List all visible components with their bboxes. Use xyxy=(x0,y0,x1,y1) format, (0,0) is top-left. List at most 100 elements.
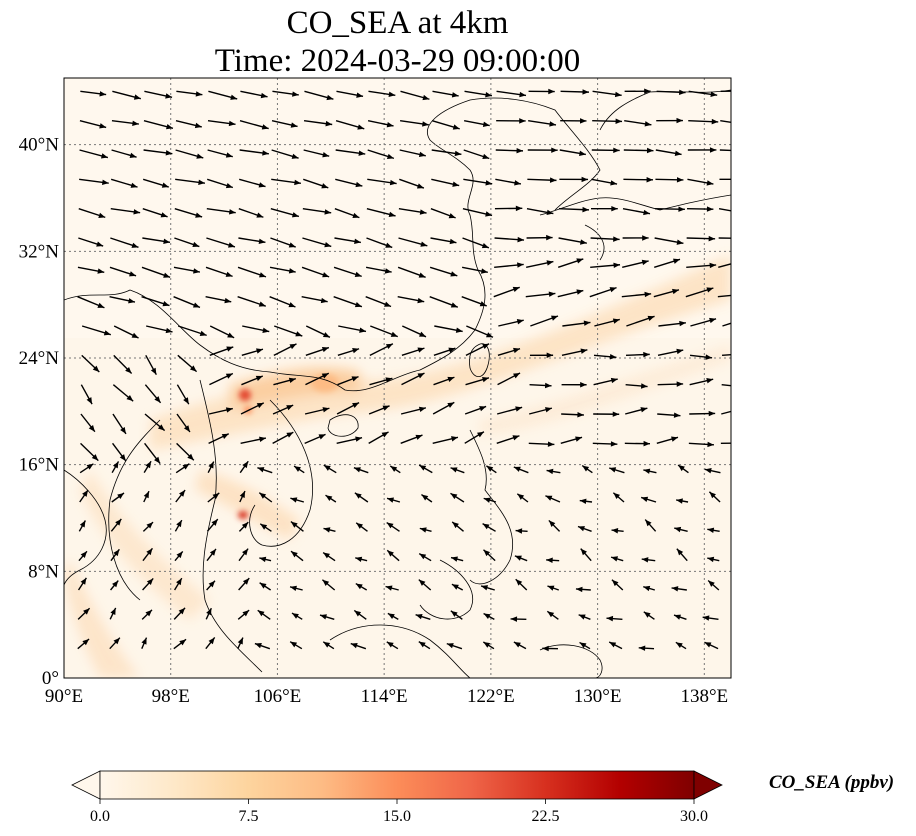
wind-arrow xyxy=(304,433,326,444)
wind-arrow xyxy=(432,90,459,98)
wind-arrow xyxy=(206,580,216,591)
wind-arrow xyxy=(325,494,337,503)
wind-arrow xyxy=(589,286,617,298)
wind-arrow xyxy=(591,147,620,154)
wind-arrow xyxy=(513,641,527,650)
wind-arrow xyxy=(289,641,303,650)
wind-arrow xyxy=(257,467,273,474)
wind-arrow xyxy=(269,266,296,274)
wind-arrow xyxy=(205,266,233,278)
wind-arrow xyxy=(143,490,150,503)
wind-arrow xyxy=(624,440,651,447)
wind-arrow xyxy=(546,610,559,620)
wind-arrow xyxy=(525,291,556,298)
wind-arrow xyxy=(272,404,294,415)
wind-arrow xyxy=(463,178,493,186)
wind-arrow xyxy=(240,402,265,415)
wind-arrow xyxy=(590,262,621,269)
wind-arrow xyxy=(707,527,720,534)
lat-tick-label: 32°N xyxy=(19,241,60,262)
wind-arrow xyxy=(493,286,520,298)
wind-arrow xyxy=(688,90,718,98)
wind-arrow xyxy=(656,436,679,445)
wind-arrow xyxy=(483,612,495,620)
wind-arrow xyxy=(495,178,522,186)
wind-arrow xyxy=(144,442,161,464)
wind-arrow xyxy=(465,376,490,386)
wind-arrow xyxy=(322,641,335,650)
wind-arrow xyxy=(686,235,716,242)
wind-arrow xyxy=(527,177,557,183)
wind-arrow xyxy=(366,237,393,249)
wind-arrow xyxy=(146,325,173,334)
wind-arrow xyxy=(720,90,731,93)
co-concentration-field xyxy=(64,78,731,678)
wind-arrow xyxy=(290,550,304,562)
wind-arrow xyxy=(397,266,426,278)
wind-arrow xyxy=(177,354,198,373)
wind-arrow xyxy=(638,645,655,651)
wind-arrow xyxy=(419,527,432,533)
wind-arrow xyxy=(303,149,330,158)
wind-arrow xyxy=(558,206,589,213)
wind-arrow xyxy=(434,325,463,333)
wind-arrow xyxy=(254,642,271,650)
wind-arrow xyxy=(112,90,141,100)
colorbar-tick-label: 30.0 xyxy=(680,808,708,825)
wind-arrow xyxy=(446,642,463,650)
wind-arrow xyxy=(526,234,553,241)
wind-arrow xyxy=(239,490,246,503)
lon-tick-label: 130°E xyxy=(574,686,622,707)
wind-arrow xyxy=(561,382,587,388)
wind-arrow xyxy=(78,208,106,219)
wind-arrow xyxy=(207,119,236,127)
wind-arrow xyxy=(515,528,528,534)
colorbar-tick-label: 7.5 xyxy=(239,808,259,825)
wind-arrow xyxy=(592,90,622,98)
wind-arrow xyxy=(593,354,617,360)
colorbar-extend-max xyxy=(693,770,723,800)
wind-arrow xyxy=(112,413,127,435)
wind-arrow xyxy=(269,296,296,308)
wind-arrow xyxy=(482,523,496,532)
wind-arrow xyxy=(623,147,654,154)
wind-arrow xyxy=(335,149,366,156)
wind-arrow xyxy=(321,579,336,591)
colorbar: 0.0 7.5 15.0 22.5 30.0 CO_SEA (ppbv) xyxy=(71,770,894,825)
wind-arrow xyxy=(577,525,592,532)
wind-arrow xyxy=(421,493,433,503)
wind-arrow xyxy=(689,410,716,417)
wind-arrow xyxy=(687,206,714,212)
wind-arrow xyxy=(177,325,207,337)
wind-arrow xyxy=(480,585,495,591)
wind-arrow xyxy=(77,266,105,274)
wind-arrow xyxy=(655,149,682,157)
wind-arrow xyxy=(719,149,731,152)
wind-arrow xyxy=(207,461,215,473)
coastlines xyxy=(64,89,731,678)
wind-arrow xyxy=(397,295,425,304)
wind-arrow xyxy=(175,489,186,503)
wind-arrow xyxy=(78,550,88,562)
wind-arrow xyxy=(305,372,330,386)
wind-arrow xyxy=(671,586,687,592)
wind-arrow xyxy=(113,325,139,339)
wind-arrow xyxy=(291,612,303,620)
wind-arrow xyxy=(273,377,296,386)
wind-arrow xyxy=(173,607,186,620)
wind-arrow xyxy=(237,637,244,649)
wind-arrow xyxy=(496,118,526,124)
wind-arrow xyxy=(590,236,620,242)
wind-arrow xyxy=(528,88,555,95)
wind-arrow xyxy=(644,519,657,532)
wind-arrow xyxy=(721,410,731,415)
wind-arrow xyxy=(496,435,520,444)
wind-arrow xyxy=(176,413,191,433)
wind-arrow xyxy=(704,468,721,474)
wind-arrow xyxy=(237,296,266,307)
wind-arrow xyxy=(242,325,270,333)
wind-arrow xyxy=(239,178,266,188)
wind-arrow xyxy=(110,580,119,591)
wind-arrow xyxy=(433,347,456,356)
wind-arrow xyxy=(77,577,87,591)
